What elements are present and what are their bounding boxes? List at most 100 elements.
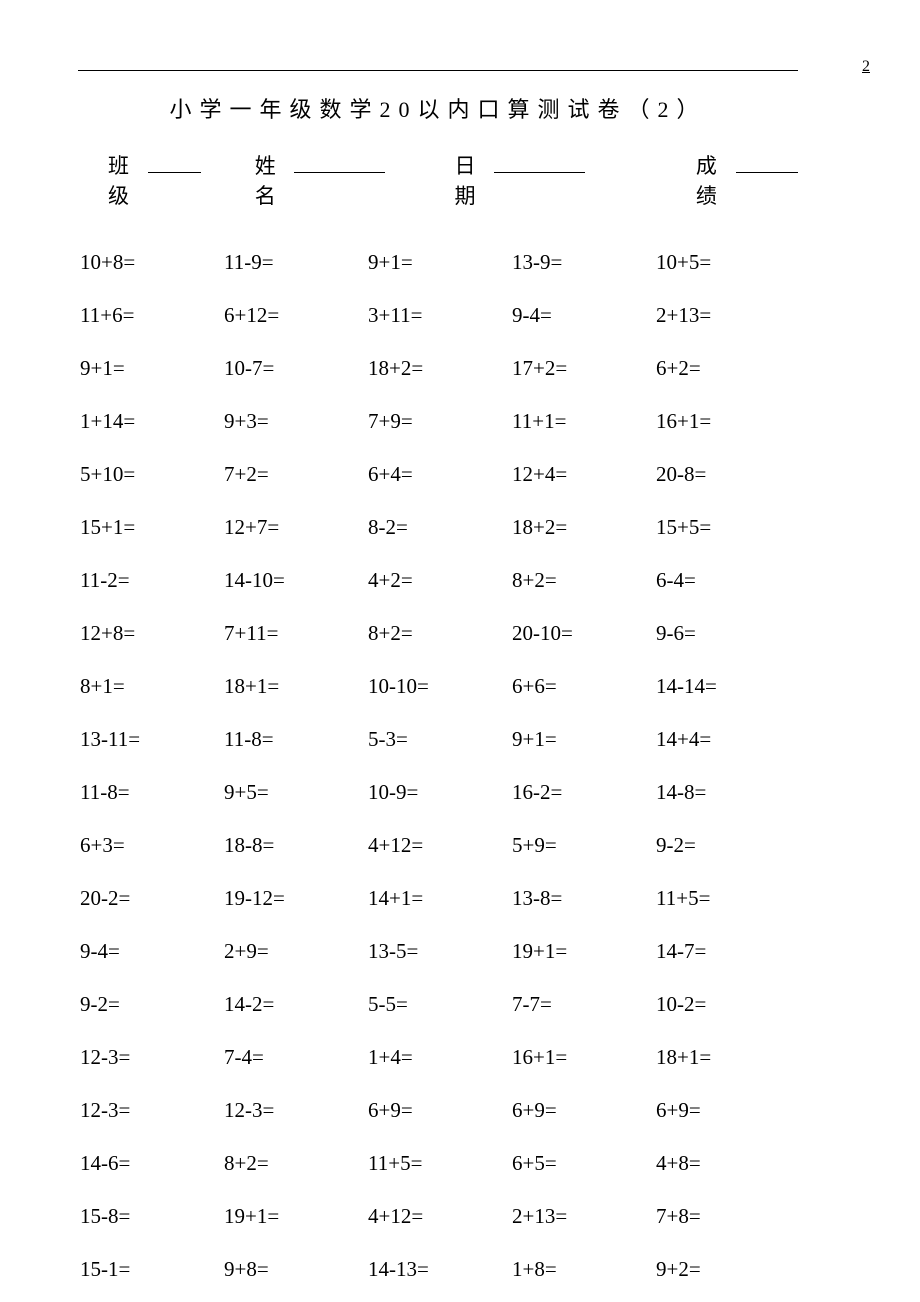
problem-cell: 10+5= (654, 250, 798, 275)
problem-cell: 19+1= (510, 939, 654, 964)
problem-cell: 15-8= (78, 1204, 222, 1229)
problem-cell: 4+12= (366, 1204, 510, 1229)
problem-cell: 13-8= (510, 886, 654, 911)
problem-cell: 9-4= (510, 303, 654, 328)
problem-cell: 13-11= (78, 727, 222, 752)
name-field: 姓名 (255, 148, 386, 210)
score-blank (736, 148, 798, 173)
problem-cell: 17+2= (510, 356, 654, 381)
problem-cell: 6+4= (366, 462, 510, 487)
problem-cell: 14-2= (222, 992, 366, 1017)
info-header: 班级 姓名 日期 成绩 (108, 148, 798, 210)
problem-cell: 9-2= (654, 833, 798, 858)
problem-cell: 18+1= (654, 1045, 798, 1070)
class-blank (148, 148, 201, 173)
page-title: 小学一年级数学20以内口算测试卷（2） (78, 92, 798, 124)
problem-cell: 9+1= (366, 250, 510, 275)
name-label: 姓名 (255, 150, 295, 210)
problem-cell: 12+4= (510, 462, 654, 487)
problem-cell: 4+8= (654, 1151, 798, 1176)
problem-cell: 16-2= (510, 780, 654, 805)
problem-cell: 9-4= (78, 939, 222, 964)
problem-cell: 11-2= (78, 568, 222, 593)
problem-cell: 6+5= (510, 1151, 654, 1176)
problem-cell: 9-2= (78, 992, 222, 1017)
problem-cell: 19+1= (222, 1204, 366, 1229)
problems-grid: 10+8=11-9=9+1=13-9=10+5=11+6=6+12=3+11=9… (78, 250, 798, 1282)
problem-cell: 6-4= (654, 568, 798, 593)
problem-cell: 5-5= (366, 992, 510, 1017)
problem-cell: 9+5= (222, 780, 366, 805)
date-blank (494, 148, 585, 173)
gap3 (595, 148, 686, 210)
problem-cell: 19-12= (222, 886, 366, 911)
problem-cell: 20-2= (78, 886, 222, 911)
problem-cell: 15+5= (654, 515, 798, 540)
problem-cell: 11+5= (366, 1151, 510, 1176)
problem-cell: 12+8= (78, 621, 222, 646)
problem-cell: 12+7= (222, 515, 366, 540)
score-label: 成绩 (696, 150, 736, 210)
problem-cell: 6+12= (222, 303, 366, 328)
problem-cell: 6+2= (654, 356, 798, 381)
problem-cell: 11-8= (78, 780, 222, 805)
problem-cell: 13-9= (510, 250, 654, 275)
worksheet-content: 小学一年级数学20以内口算测试卷（2） 班级 姓名 日期 成绩 10+8=11-… (78, 92, 798, 1282)
problem-cell: 10-2= (654, 992, 798, 1017)
problem-cell: 14-7= (654, 939, 798, 964)
problem-cell: 14-8= (654, 780, 798, 805)
problem-cell: 6+9= (366, 1098, 510, 1123)
problem-cell: 1+8= (510, 1257, 654, 1282)
problem-cell: 14-14= (654, 674, 798, 699)
problem-cell: 4+2= (366, 568, 510, 593)
problem-cell: 8+2= (222, 1151, 366, 1176)
problem-cell: 9+1= (78, 356, 222, 381)
problem-cell: 18+2= (366, 356, 510, 381)
problem-cell: 4+12= (366, 833, 510, 858)
problem-cell: 20-8= (654, 462, 798, 487)
problem-cell: 1+4= (366, 1045, 510, 1070)
problem-cell: 16+1= (654, 409, 798, 434)
problem-cell: 16+1= (510, 1045, 654, 1070)
problem-cell: 6+6= (510, 674, 654, 699)
problem-cell: 10-10= (366, 674, 510, 699)
header-rule (78, 70, 798, 71)
class-label: 班级 (108, 150, 148, 210)
page-number: 2 (862, 58, 870, 76)
problem-cell: 10-9= (366, 780, 510, 805)
problem-cell: 11-8= (222, 727, 366, 752)
problem-cell: 2+13= (654, 303, 798, 328)
problem-cell: 14+1= (366, 886, 510, 911)
problem-cell: 3+11= (366, 303, 510, 328)
date-field: 日期 (454, 148, 585, 210)
problem-cell: 9-6= (654, 621, 798, 646)
problem-cell: 12-3= (222, 1098, 366, 1123)
class-field: 班级 (108, 148, 201, 210)
problem-cell: 9+2= (654, 1257, 798, 1282)
problem-cell: 15-1= (78, 1257, 222, 1282)
problem-cell: 7-7= (510, 992, 654, 1017)
problem-cell: 11+1= (510, 409, 654, 434)
problem-cell: 2+9= (222, 939, 366, 964)
problem-cell: 14+4= (654, 727, 798, 752)
problem-cell: 6+9= (510, 1098, 654, 1123)
problem-cell: 8+2= (366, 621, 510, 646)
gap1 (211, 148, 245, 210)
problem-cell: 5+10= (78, 462, 222, 487)
problem-cell: 9+3= (222, 409, 366, 434)
problem-cell: 12-3= (78, 1045, 222, 1070)
problem-cell: 8+1= (78, 674, 222, 699)
problem-cell: 14-10= (222, 568, 366, 593)
problem-cell: 7+8= (654, 1204, 798, 1229)
problem-cell: 8+2= (510, 568, 654, 593)
problem-cell: 11-9= (222, 250, 366, 275)
problem-cell: 10-7= (222, 356, 366, 381)
problem-cell: 11+6= (78, 303, 222, 328)
problem-cell: 5-3= (366, 727, 510, 752)
problem-cell: 7+2= (222, 462, 366, 487)
gap2 (395, 148, 444, 210)
problem-cell: 8-2= (366, 515, 510, 540)
score-field: 成绩 (696, 148, 798, 210)
problem-cell: 20-10= (510, 621, 654, 646)
problem-cell: 5+9= (510, 833, 654, 858)
